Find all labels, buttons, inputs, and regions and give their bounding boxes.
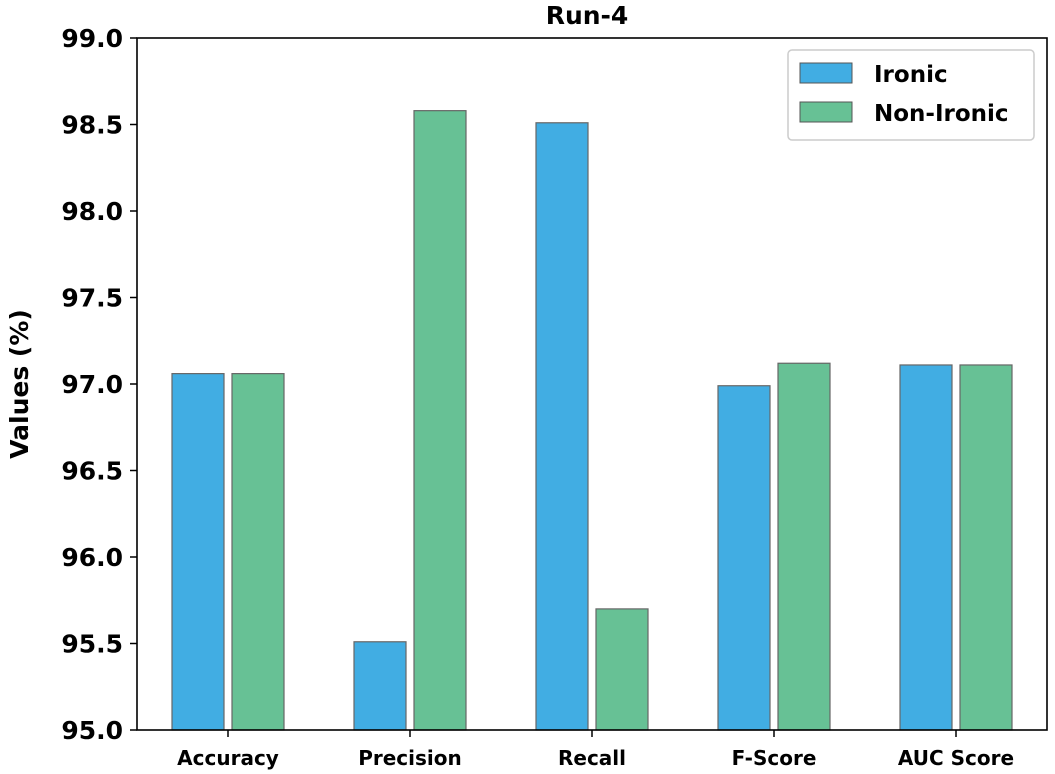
legend-swatch-ironic [799,62,853,84]
x-tick-label-precision: Precision [358,746,462,770]
y-tick-label: 95.0 [61,716,123,745]
bar-non-ironic-auc-score [959,364,1013,731]
y-tick-label: 97.0 [61,370,123,399]
y-tick-label: 98.0 [61,197,123,226]
x-tick-label-recall: Recall [558,746,626,770]
y-tick-label: 98.5 [61,111,123,140]
y-tick-label: 95.5 [61,630,123,659]
chart-title: Run-4 [546,1,629,30]
bar-ironic-f-score [717,385,771,731]
bars-group [171,110,1013,731]
legend: Ironic Non-Ironic [787,49,1035,141]
bar-non-ironic-f-score [777,362,831,731]
y-tick-label: 96.0 [61,543,123,572]
bar-non-ironic-accuracy [231,373,285,731]
bar-ironic-precision [353,641,407,731]
y-axis-label: Values (%) [5,309,34,459]
legend-label-non-ironic: Non-Ironic [874,101,1009,127]
x-tick-label-auc-score: AUC Score [898,746,1014,770]
bar-ironic-recall [535,122,589,731]
y-tick-label: 97.5 [61,284,123,313]
y-tick-label: 99.0 [61,24,123,53]
y-axis: 95.0 95.5 96.0 96.5 97.0 97.5 98.0 98.5 99.0 [61,24,137,745]
legend-swatch-non-ironic [799,101,853,123]
x-tick-label-f-score: F-Score [732,746,817,770]
bar-ironic-accuracy [171,373,225,731]
bar-non-ironic-precision [413,110,467,731]
x-axis: Accuracy Precision Recall F-Score AUC Score [177,730,1014,770]
bar-ironic-auc-score [899,364,953,731]
legend-label-ironic: Ironic [874,62,948,88]
bar-non-ironic-recall [595,608,649,731]
x-tick-label-accuracy: Accuracy [177,746,279,770]
y-tick-label: 96.5 [61,457,123,486]
